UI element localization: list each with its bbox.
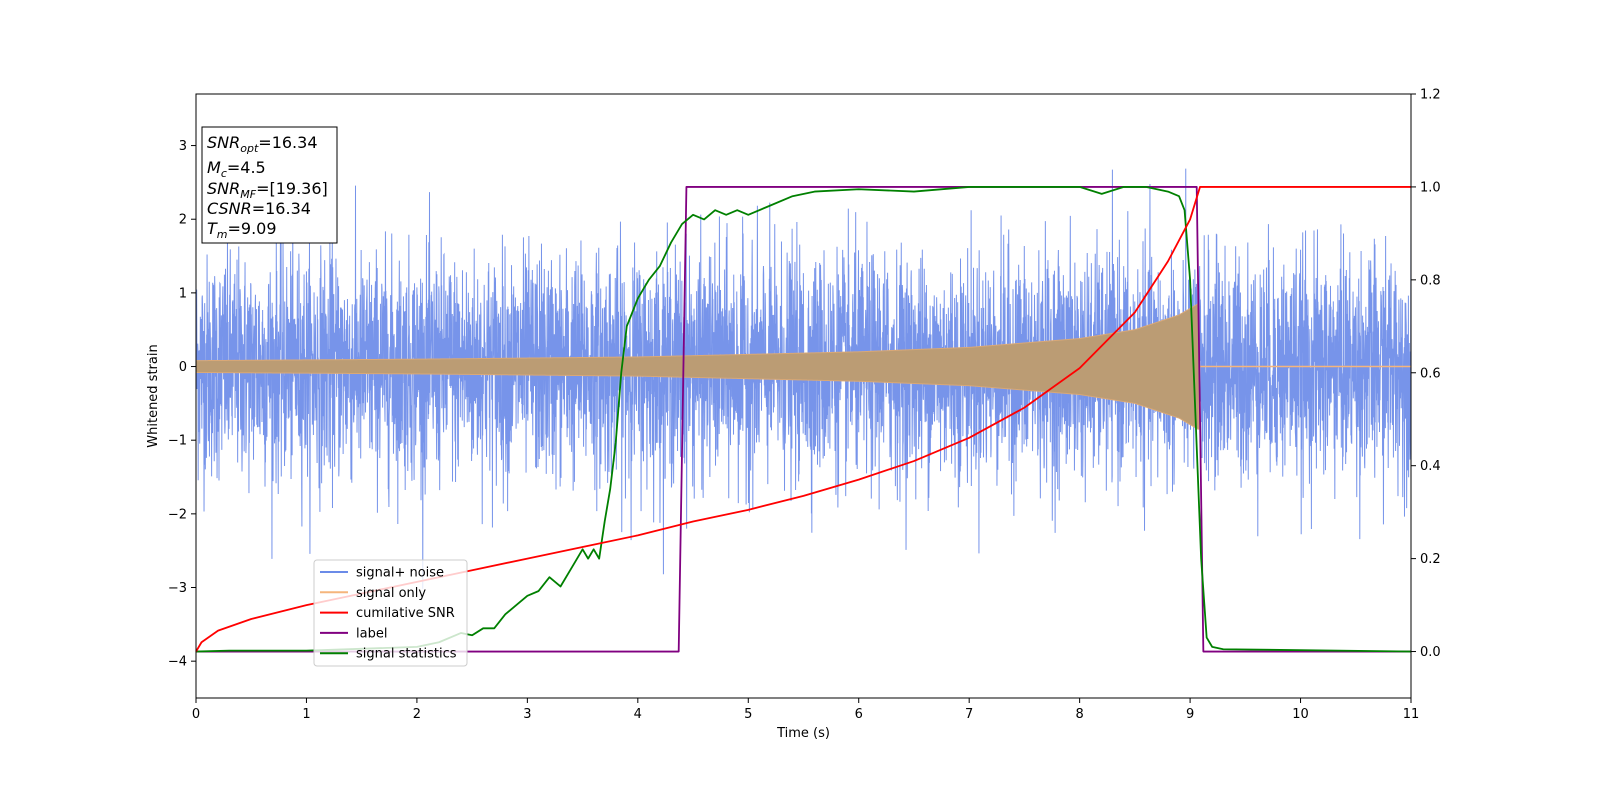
legend-frame (313, 559, 468, 667)
y-right-tick-label: 0.4 (1420, 459, 1441, 474)
signal-only-series (195, 303, 1411, 430)
x-tick-label: 4 (634, 707, 642, 722)
y-left-tick-label: 2 (179, 213, 187, 228)
legend-label: cumilative SNR (356, 606, 455, 621)
legend: signal+ noise signal only cumilative SNR la… (313, 559, 468, 667)
series-line-cumilative-snr (195, 186, 1411, 652)
x-tick-label: 1 (302, 707, 310, 722)
x-tick-label: 8 (1075, 707, 1083, 722)
y-right-tick-label: 0.0 (1420, 645, 1441, 660)
x-tick-label: 0 (192, 707, 200, 722)
annotation-line-tm: Tm=9.09 (207, 219, 277, 241)
series-line-label (196, 186, 1411, 653)
noise-line (195, 168, 1412, 589)
noise-series (195, 168, 1412, 589)
annotation-line-snr_opt: SNRopt=16.34 (207, 133, 318, 155)
annotation-subscript: opt (240, 142, 259, 155)
annotation-frame (201, 126, 338, 244)
y-left-tick-label: −4 (168, 655, 187, 670)
y-right-tick-label: 1.0 (1420, 180, 1441, 195)
legend-label: signal+ noise (356, 566, 444, 581)
y-left-tick-label: −1 (168, 434, 187, 449)
y-left-tick-label: 3 (179, 139, 187, 154)
annotation-symbol: CSNR (207, 199, 252, 218)
annotation-symbol: SNR (207, 179, 240, 198)
annotation-line-snr_mf: SNRMF=[19.36] (207, 179, 328, 201)
x-tick-label: 6 (855, 707, 863, 722)
line-series-group (195, 186, 1412, 653)
x-tick-label: 2 (413, 707, 421, 722)
x-tick-label: 9 (1186, 707, 1194, 722)
annotation-value: =[19.36] (256, 179, 328, 198)
plot-frame (195, 93, 1412, 699)
annotation-symbol: T (207, 219, 218, 238)
x-tick-label: 3 (523, 707, 531, 722)
x-tick-label: 10 (1292, 707, 1309, 722)
y-right-tick-label: 0.6 (1420, 366, 1441, 381)
y-right-tick-label: 0.2 (1420, 552, 1441, 567)
series-line-signal-statistics (195, 186, 1412, 653)
y-right-tick-label: 1.2 (1420, 88, 1441, 103)
annotation-value: =9.09 (228, 219, 277, 238)
x-tick-label: 5 (744, 707, 752, 722)
x-tick-label: 11 (1403, 707, 1420, 722)
annotation-subscript: MF (240, 188, 256, 201)
y-left-tick-label: 1 (179, 286, 187, 301)
legend-label: signal only (356, 586, 426, 601)
annotation-line-csnr: CSNR=16.34 (207, 199, 311, 218)
legend-label: label (356, 626, 387, 641)
y-right-tick-label: 0.8 (1420, 273, 1441, 288)
annotation-box: SNRopt=16.34Mc=4.5SNRMF=[19.36]CSNR=16.3… (201, 126, 338, 244)
annotation-value: =16.34 (258, 133, 317, 152)
x-axis-label: Time (s) (776, 726, 830, 741)
y-left-tick-label: 0 (179, 360, 187, 375)
annotation-subscript: m (217, 228, 228, 241)
annotation-symbol: SNR (207, 133, 240, 152)
x-tick-label: 7 (965, 707, 973, 722)
axes-group: 0 1 2 3 4 5 6 7 8 9 10 11 −4 −3 −2 −1 0 1 2 3 0.0 0.2 0.4 0.6 0.… (146, 88, 1441, 742)
y-left-tick-label: −3 (168, 581, 187, 596)
annotation-line-mc: Mc=4.5 (207, 158, 266, 180)
annotation-subscript: c (221, 167, 227, 180)
legend-label: signal statistics (356, 647, 457, 662)
y-axis-label: Whitened strain (146, 344, 161, 447)
y-left-tick-label: −2 (168, 507, 187, 522)
annotation-value: =16.34 (252, 199, 311, 218)
annotation-value: =4.5 (227, 158, 266, 177)
signal-only-band (195, 303, 1200, 430)
annotation-symbol: M (207, 158, 221, 177)
